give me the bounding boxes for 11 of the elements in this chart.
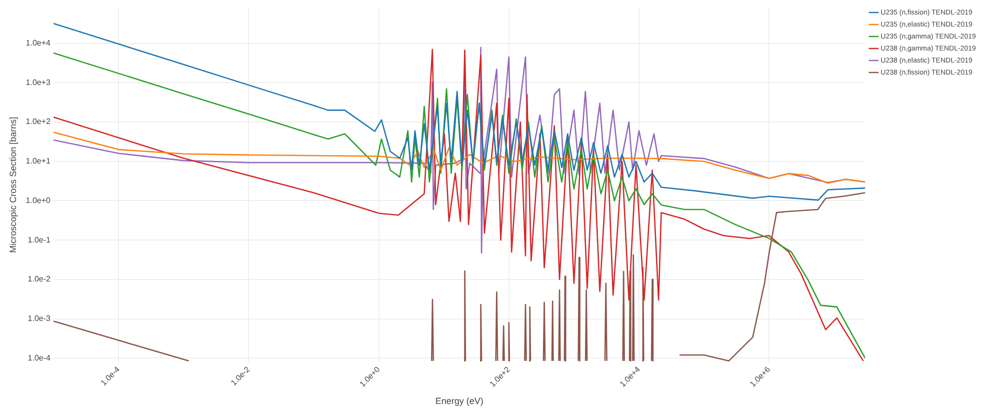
y-tick-label: 1.0e+2 — [26, 117, 52, 126]
y-tick-label: 1.0e+3 — [26, 78, 52, 87]
y-tick-label: 1.0e-1 — [28, 235, 52, 244]
y-tick-label: 1.0e+4 — [26, 38, 52, 48]
y-axis-title: Microscopic Cross Section [barns] — [8, 116, 18, 253]
y-tick-label: 1.0e+0 — [26, 196, 52, 205]
y-tick-label: 1.0e-2 — [28, 274, 52, 284]
x-axis-title: Energy (eV) — [435, 396, 484, 406]
y-tick-label: 1.0e-3 — [28, 314, 52, 323]
y-tick-label: 1.0e-4 — [28, 353, 52, 362]
y-tick-label: 1.0e+1 — [26, 156, 52, 166]
